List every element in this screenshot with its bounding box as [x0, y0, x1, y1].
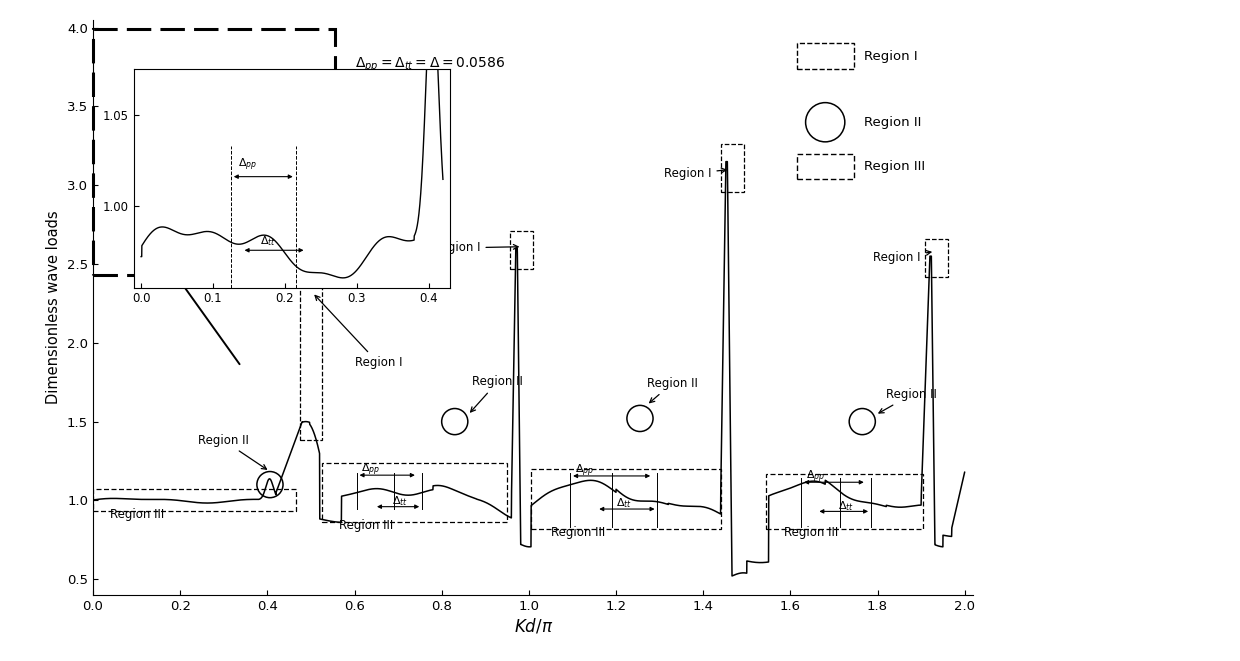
Text: Region III: Region III	[551, 525, 605, 539]
Text: Region I: Region I	[315, 295, 402, 369]
Text: $\Delta_{pp}$: $\Delta_{pp}$	[574, 462, 594, 479]
Text: Region I: Region I	[864, 50, 918, 63]
Text: $\Delta_{pp}$: $\Delta_{pp}$	[361, 461, 381, 478]
Text: Region II: Region II	[879, 388, 937, 413]
Text: $\Delta_{tt}$: $\Delta_{tt}$	[838, 499, 854, 513]
Text: Region I: Region I	[873, 251, 931, 264]
Text: Region III: Region III	[864, 160, 925, 173]
Bar	[797, 44, 853, 69]
Bar	[797, 154, 853, 179]
Text: Region III: Region III	[784, 525, 838, 539]
Text: $\Delta_{tt}$: $\Delta_{tt}$	[392, 494, 408, 508]
Bar	[322, 463, 507, 522]
Bar	[766, 475, 924, 529]
Bar	[722, 144, 744, 192]
Text: $\Delta_{pp}$: $\Delta_{pp}$	[238, 157, 258, 173]
Bar	[93, 29, 335, 275]
Bar	[300, 258, 322, 440]
Bar	[531, 469, 720, 529]
Text: Region II: Region II	[646, 377, 697, 403]
Text: Region II: Region II	[197, 434, 267, 469]
Text: $\Delta_{pp}$: $\Delta_{pp}$	[806, 469, 825, 485]
Bar	[925, 239, 949, 277]
Bar	[510, 231, 533, 269]
X-axis label: $Kd/\pi$: $Kd/\pi$	[513, 617, 553, 636]
Text: $\Delta_{pp}=\Delta_{tt}=\Delta=0.0586$: $\Delta_{pp}=\Delta_{tt}=\Delta=0.0586$	[355, 56, 505, 75]
Text: Region I: Region I	[433, 241, 518, 254]
Text: Region II: Region II	[471, 375, 523, 412]
Bar	[93, 489, 295, 510]
Text: Region I: Region I	[663, 167, 727, 180]
Y-axis label: Dimensionless wave loads: Dimensionless wave loads	[46, 211, 62, 404]
Text: $\Delta_{tt}$: $\Delta_{tt}$	[259, 234, 275, 248]
Text: Region III: Region III	[110, 508, 165, 522]
Text: Region III: Region III	[340, 519, 393, 531]
Text: $\Delta_{tt}$: $\Delta_{tt}$	[616, 496, 632, 510]
Text: Region II: Region II	[864, 116, 921, 129]
